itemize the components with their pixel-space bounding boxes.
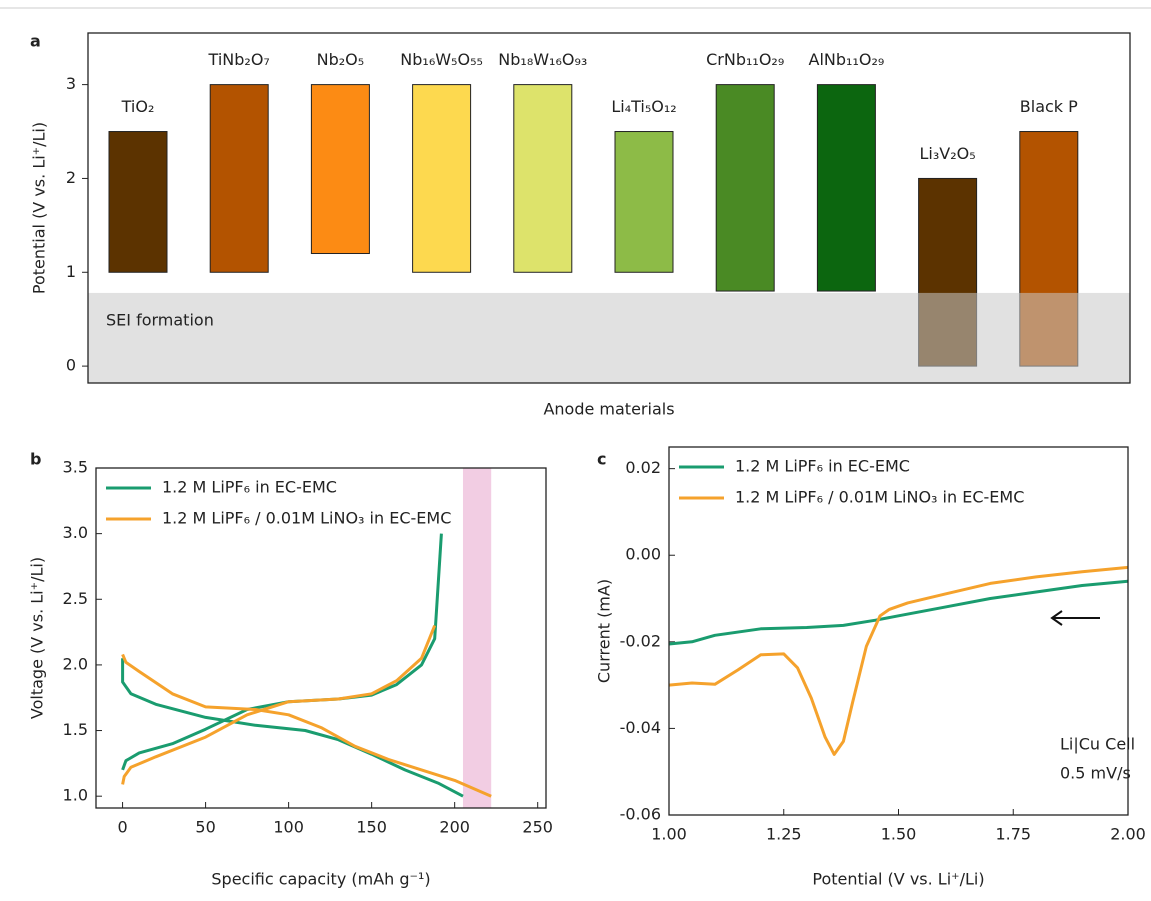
region-label: SEI formation [106,310,214,329]
bar-label: Nb₁₈W₁₆O₉₃ [498,50,587,69]
y-tick-label: 0.00 [625,545,661,564]
bar-label: Black P [1020,97,1078,116]
panel-label: a [30,32,41,51]
bar-label: Li₄Ti₅O₁₂ [611,97,676,116]
x-tick-label: 50 [195,818,215,837]
annotation: Li|Cu Cell [1060,735,1135,754]
panel-label: c [597,450,606,469]
series-line [121,624,492,798]
bar [614,131,674,273]
bar [715,84,775,292]
bar-label: TiNb₂O₇ [208,50,270,69]
y-tick-label: 2 [66,168,76,187]
bar [209,84,269,273]
bar-label: Nb₁₆W₅O₅₅ [400,50,483,69]
plot-frame [87,32,1131,384]
bar-label: AlNb₁₁O₂₉ [809,50,885,69]
y-tick-label: -0.02 [620,631,661,650]
x-tick-label: 0 [117,818,127,837]
bar [816,84,876,292]
y-axis-title: Potential (V vs. Li⁺/Li) [30,122,49,294]
legend-label: 1.2 M LiPF₆ / 0.01M LiNO₃ in EC-EMC [735,488,1024,507]
shaded-region [88,292,1130,383]
series-line [668,579,1129,646]
y-axis-title: Current (mA) [595,579,614,683]
scan-arrow [1050,610,1100,626]
x-axis-title: Anode materials [543,400,674,419]
x-tick-label: 1.75 [995,825,1031,844]
y-tick-label: 3.5 [63,458,88,477]
panel-label: b [30,450,41,469]
annotation: 0.5 mV/s [1060,764,1131,783]
x-tick-label: 1.50 [881,825,917,844]
x-axis-title: Potential (V vs. Li⁺/Li) [812,870,984,889]
x-tick-label: 2.00 [1110,825,1146,844]
bar-label: TiO₂ [121,97,155,116]
bar-label: CrNb₁₁O₂₉ [706,50,784,69]
x-tick-label: 1.00 [651,825,687,844]
plot-frame [95,467,547,809]
y-tick-label: 2.5 [63,589,88,608]
legend-label: 1.2 M LiPF₆ / 0.01M LiNO₃ in EC-EMC [162,509,451,528]
y-tick-label: 0.02 [625,458,661,477]
bar-label: Li₃V₂O₅ [920,144,976,163]
y-tick-label: -0.04 [620,718,661,737]
bar [513,84,573,273]
x-tick-label: 1.25 [766,825,802,844]
shaded-region [462,468,492,808]
plot-frame [668,446,1129,816]
y-tick-label: 3 [66,74,76,93]
x-tick-label: 150 [356,818,387,837]
x-axis-title: Specific capacity (mAh g⁻¹) [211,870,430,889]
y-tick-label: 0 [66,356,76,375]
y-tick-label: 1 [66,262,76,281]
y-tick-label: 1.5 [63,720,88,739]
legend-label: 1.2 M LiPF₆ in EC-EMC [162,478,337,497]
y-tick-label: 2.0 [63,654,88,673]
x-tick-label: 200 [439,818,470,837]
x-tick-label: 100 [273,818,304,837]
bar [412,84,472,273]
y-tick-label: 3.0 [63,523,88,542]
bar-label: Nb₂O₅ [317,50,365,69]
bar [310,84,370,255]
y-axis-title: Voltage (V vs. Li⁺/Li) [28,557,47,719]
series-line [668,565,1129,756]
bar [108,131,168,273]
y-tick-label: -0.06 [620,805,661,824]
y-tick-label: 1.0 [63,786,88,805]
legend-label: 1.2 M LiPF₆ in EC-EMC [735,457,910,476]
x-tick-label: 250 [522,818,553,837]
